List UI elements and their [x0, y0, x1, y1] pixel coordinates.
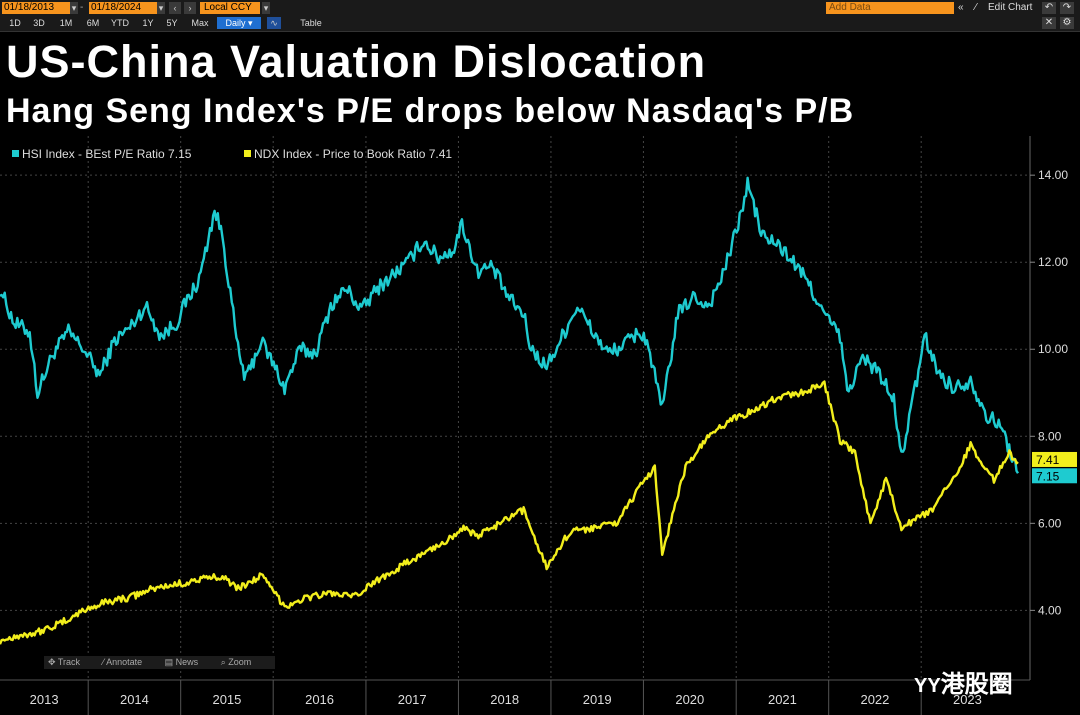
chevron-right-icon[interactable]: › [184, 2, 196, 14]
chart-type-icon[interactable]: ∿ [267, 17, 281, 29]
y-tick-label: 8.00 [1038, 429, 1062, 443]
series-line-hsi [0, 176, 1020, 474]
currency-dropdown-icon[interactable]: ▾ [262, 2, 270, 14]
y-tick-label: 10.00 [1038, 342, 1068, 356]
chart-subtitle: Hang Seng Index's P/E drops below Nasdaq… [6, 92, 855, 130]
annotate-button[interactable]: ⁄ Annotate [102, 657, 143, 667]
range-button-6m[interactable]: 6M [86, 18, 100, 28]
redo-icon[interactable]: ↷ [1060, 2, 1074, 14]
x-tick-label: 2014 [120, 692, 149, 707]
currency-select[interactable]: Local CCY [200, 2, 260, 14]
x-tick-label: 2021 [768, 692, 797, 707]
last-value-box-ndx [1032, 451, 1077, 467]
zoom-label: Zoom [228, 657, 252, 667]
last-value-labels: 7.41 7.15 [1032, 451, 1077, 484]
legend-swatch-hsi [12, 150, 19, 157]
horizontal-gridlines [0, 174, 1030, 611]
close-icon[interactable]: ✕ [1042, 17, 1056, 29]
range-button-1m[interactable]: 1M [59, 18, 73, 28]
legend-swatch-ndx [244, 150, 251, 157]
x-tick-label: 2018 [490, 692, 519, 707]
zoom-button[interactable]: ⌕ Zoom [220, 657, 252, 667]
start-date-input[interactable]: 01/18/2013 [2, 2, 70, 14]
news-label: News [175, 657, 199, 667]
legend-label-hsi: HSI Index - BEst P/E Ratio 7.15 [22, 147, 192, 161]
last-value-label-ndx: 7.41 [1036, 453, 1060, 467]
y-tick-label: 4.00 [1038, 603, 1062, 617]
x-tick-label: 2013 [30, 692, 59, 707]
frequency-label: Daily [225, 18, 246, 28]
toolbar-row-dates: 01/18/2013 ▾ - 01/18/2024 ▾ ‹ › Local CC… [0, 1, 1080, 15]
annotate-label: Annotate [106, 657, 143, 667]
watermark-logo-icon: YY [914, 675, 941, 697]
add-data-input[interactable]: Add Data [826, 2, 954, 14]
chart-bottom-tools: ✥ Track ⁄ Annotate ▤ News ⌕ Zoom [44, 656, 276, 669]
x-axis-band [0, 680, 1030, 715]
last-value-label-hsi: 7.15 [1036, 469, 1060, 483]
legend-item-hsi[interactable]: HSI Index - BEst P/E Ratio 7.15 [12, 147, 191, 161]
track-label: Track [57, 657, 81, 667]
y-axis: 4.00 6.00 8.00 10.00 12.00 14.00 [1030, 168, 1068, 617]
watermark-logo: YY港股圈 [914, 664, 1013, 699]
x-tick-label: 2019 [583, 692, 612, 707]
toolbar-row-ranges: 1D 3D 1M 6M YTD 1Y 5Y Max Daily ▾ ∿ Tabl… [0, 16, 1080, 30]
chart-toolbar: 01/18/2013 ▾ - 01/18/2024 ▾ ‹ › Local CC… [0, 0, 1080, 32]
vertical-gridlines [87, 136, 922, 680]
range-button-3d[interactable]: 3D [33, 18, 45, 28]
end-date-calendar-icon[interactable]: ▾ [157, 2, 165, 14]
undo-icon[interactable]: ↶ [1042, 2, 1056, 14]
track-button[interactable]: ✥ Track [48, 657, 81, 667]
x-tick-label: 2017 [398, 692, 427, 707]
series-layer [0, 176, 1020, 645]
range-button-1d[interactable]: 1D [9, 18, 21, 28]
range-button-max[interactable]: Max [191, 18, 209, 28]
legend-item-ndx[interactable]: NDX Index - Price to Book Ratio 7.41 [244, 147, 452, 161]
end-date-input[interactable]: 01/18/2024 [89, 2, 157, 14]
x-tick-label: 2023 [953, 692, 982, 707]
legend-label-ndx: NDX Index - Price to Book Ratio 7.41 [254, 147, 453, 161]
y-tick-label: 6.00 [1038, 516, 1062, 530]
range-button-1y[interactable]: 1Y [142, 18, 154, 28]
x-tick-label: 2015 [212, 692, 241, 707]
frequency-select[interactable]: Daily ▾ [217, 17, 261, 29]
gear-icon[interactable]: ⚙ [1060, 17, 1074, 29]
chart-title: US-China Valuation Dislocation [6, 36, 707, 87]
y-tick-label: 12.00 [1038, 255, 1068, 269]
y-tick-label: 14.00 [1038, 168, 1068, 182]
plot-background [0, 136, 1030, 670]
table-button[interactable]: Table [300, 18, 322, 28]
x-tick-label: 2022 [860, 692, 889, 707]
last-value-box-hsi [1032, 468, 1077, 484]
chart-pencil-icon: ⁄ [975, 2, 977, 13]
date-separator: - [80, 2, 84, 13]
edit-chart-button[interactable]: Edit Chart [988, 2, 1033, 13]
range-button-5y[interactable]: 5Y [166, 18, 178, 28]
start-date-calendar-icon[interactable]: ▾ [70, 2, 78, 14]
watermark-text: 港股圈 [940, 671, 1013, 698]
chevron-left-icon[interactable]: ‹ [169, 2, 181, 14]
double-chevron-left-icon[interactable]: « [958, 2, 964, 13]
x-tick-label: 2016 [305, 692, 334, 707]
x-axis: 2013 2014 2015 2016 2017 2018 2019 2020 2021 2022… [30, 680, 982, 715]
news-button[interactable]: ▤ News [164, 657, 199, 667]
range-button-ytd[interactable]: YTD [111, 18, 129, 28]
x-tick-label: 2020 [675, 692, 704, 707]
series-line-ndx [0, 380, 1019, 645]
